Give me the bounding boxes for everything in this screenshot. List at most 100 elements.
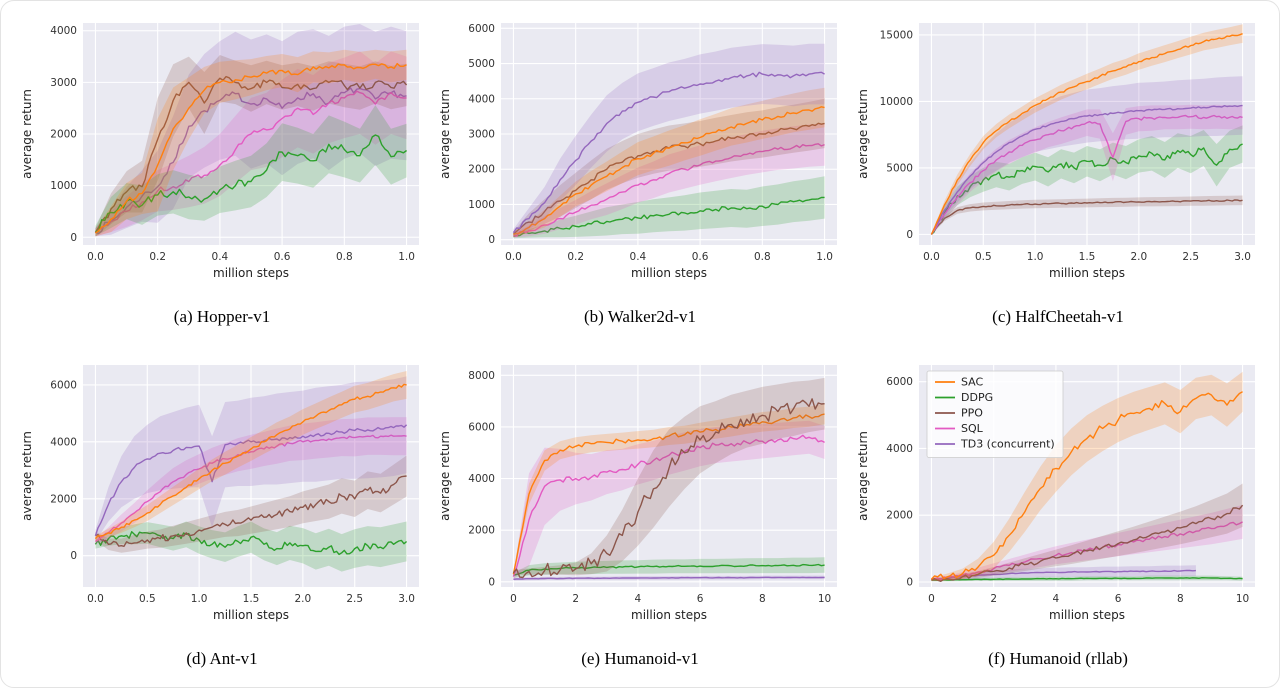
svg-text:0.4: 0.4 bbox=[630, 251, 647, 263]
svg-text:0: 0 bbox=[906, 576, 913, 588]
svg-text:2.0: 2.0 bbox=[295, 593, 312, 605]
svg-text:TD3 (concurrent): TD3 (concurrent) bbox=[960, 438, 1055, 451]
svg-text:million steps: million steps bbox=[213, 608, 289, 622]
svg-text:6: 6 bbox=[1115, 593, 1122, 605]
svg-text:2000: 2000 bbox=[468, 164, 495, 176]
svg-text:2: 2 bbox=[572, 593, 579, 605]
caption-walker2d: (b) Walker2d-v1 bbox=[583, 307, 697, 326]
chart-block-walker2d: 0.0 0.2 0.4 0.6 0.8 1.0 0 1000 2000 3000 4000 5000 6… bbox=[435, 11, 845, 353]
chart-humanoid-v1: 0 2 4 6 8 10 0 2000 4000 6000 8000 million steps ave… bbox=[438, 365, 837, 622]
svg-text:0.2: 0.2 bbox=[567, 251, 584, 263]
svg-text:2: 2 bbox=[990, 593, 997, 605]
svg-text:1.0: 1.0 bbox=[398, 251, 415, 263]
svg-text:1.5: 1.5 bbox=[243, 593, 260, 605]
svg-text:0.5: 0.5 bbox=[139, 593, 156, 605]
svg-text:average return: average return bbox=[856, 431, 870, 521]
chart-block-humanoid-v1: 0 2 4 6 8 10 0 2000 4000 6000 8000 million steps ave… bbox=[435, 353, 845, 687]
svg-text:6000: 6000 bbox=[50, 379, 77, 391]
svg-text:million steps: million steps bbox=[1049, 266, 1125, 280]
svg-text:million steps: million steps bbox=[631, 266, 707, 280]
svg-text:6: 6 bbox=[697, 593, 704, 605]
caption-ant: (d) Ant-v1 bbox=[186, 649, 258, 668]
svg-text:4000: 4000 bbox=[50, 436, 77, 448]
svg-text:DDPG: DDPG bbox=[961, 391, 993, 404]
svg-text:0.0: 0.0 bbox=[87, 251, 104, 263]
svg-text:4: 4 bbox=[1053, 593, 1060, 605]
svg-text:1000: 1000 bbox=[468, 199, 495, 211]
svg-text:6000: 6000 bbox=[468, 23, 495, 35]
svg-text:5000: 5000 bbox=[886, 162, 913, 174]
chart-block-hopper: 0.0 0.2 0.4 0.6 0.8 1.0 0 1000 2000 3000 4000 milli… bbox=[17, 11, 427, 353]
svg-text:10000: 10000 bbox=[880, 96, 913, 108]
caption-halfcheetah: (c) HalfCheetah-v1 bbox=[992, 307, 1124, 326]
svg-text:3.0: 3.0 bbox=[1234, 251, 1251, 263]
svg-text:3000: 3000 bbox=[50, 77, 77, 89]
chart-block-humanoid-rllab: 0 2 4 6 8 10 0 2000 4000 6000 million steps average… bbox=[853, 353, 1263, 687]
caption-hopper: (a) Hopper-v1 bbox=[173, 307, 271, 326]
caption-humanoid-v1: (e) Humanoid-v1 bbox=[581, 649, 699, 668]
svg-text:10: 10 bbox=[818, 593, 831, 605]
chart-walker2d-v1: 0.0 0.2 0.4 0.6 0.8 1.0 0 1000 2000 3000 4000 5000 6… bbox=[438, 23, 837, 280]
svg-text:0.2: 0.2 bbox=[149, 251, 166, 263]
svg-text:15000: 15000 bbox=[880, 29, 913, 41]
svg-text:2000: 2000 bbox=[50, 129, 77, 141]
svg-text:0: 0 bbox=[906, 229, 913, 241]
svg-text:average return: average return bbox=[20, 89, 34, 179]
svg-text:0.0: 0.0 bbox=[923, 251, 940, 263]
svg-text:0.4: 0.4 bbox=[212, 251, 229, 263]
svg-text:million steps: million steps bbox=[213, 266, 289, 280]
svg-text:2.5: 2.5 bbox=[346, 593, 363, 605]
svg-text:average return: average return bbox=[20, 431, 34, 521]
svg-text:average return: average return bbox=[856, 89, 870, 179]
chart-block-ant: 0.0 0.5 1.0 1.5 2.0 2.5 3.0 0 2000 4000 6000 millio… bbox=[17, 353, 427, 687]
svg-text:5000: 5000 bbox=[468, 58, 495, 70]
svg-text:0: 0 bbox=[70, 232, 77, 244]
svg-text:1.5: 1.5 bbox=[1079, 251, 1096, 263]
chart-halfcheetah-v1: 0.0 0.5 1.0 1.5 2.0 2.5 3.0 0 5000 10000 15000 mill… bbox=[856, 23, 1255, 280]
svg-text:1.0: 1.0 bbox=[1027, 251, 1044, 263]
svg-text:0.8: 0.8 bbox=[336, 251, 353, 263]
svg-text:0: 0 bbox=[70, 550, 77, 562]
svg-text:10: 10 bbox=[1236, 593, 1249, 605]
svg-text:8: 8 bbox=[759, 593, 766, 605]
chart-hopper-v1: 0.0 0.2 0.4 0.6 0.8 1.0 0 1000 2000 3000 4000 milli… bbox=[20, 23, 419, 280]
svg-text:3.0: 3.0 bbox=[398, 593, 415, 605]
svg-text:2000: 2000 bbox=[50, 493, 77, 505]
svg-text:4000: 4000 bbox=[886, 443, 913, 455]
svg-text:0: 0 bbox=[488, 234, 495, 246]
svg-text:2000: 2000 bbox=[886, 510, 913, 522]
svg-text:0: 0 bbox=[928, 593, 935, 605]
chart-block-halfcheetah: 0.0 0.5 1.0 1.5 2.0 2.5 3.0 0 5000 10000 15000 mill… bbox=[853, 11, 1263, 353]
svg-text:0.6: 0.6 bbox=[692, 251, 709, 263]
svg-text:6000: 6000 bbox=[468, 421, 495, 433]
caption-humanoid-rllab: (f) Humanoid (rllab) bbox=[988, 649, 1128, 668]
svg-text:2.0: 2.0 bbox=[1131, 251, 1148, 263]
svg-text:4: 4 bbox=[635, 593, 642, 605]
svg-text:4000: 4000 bbox=[468, 473, 495, 485]
svg-text:6000: 6000 bbox=[886, 376, 913, 388]
svg-text:1.0: 1.0 bbox=[191, 593, 208, 605]
svg-text:SAC: SAC bbox=[961, 376, 984, 389]
svg-text:0: 0 bbox=[510, 593, 517, 605]
svg-text:0.5: 0.5 bbox=[975, 251, 992, 263]
svg-text:4000: 4000 bbox=[50, 25, 77, 37]
chart-ant-v1: 0.0 0.5 1.0 1.5 2.0 2.5 3.0 0 2000 4000 6000 millio… bbox=[20, 365, 419, 622]
svg-text:million steps: million steps bbox=[631, 608, 707, 622]
svg-text:0.0: 0.0 bbox=[87, 593, 104, 605]
svg-text:average return: average return bbox=[438, 89, 452, 179]
svg-text:0: 0 bbox=[488, 576, 495, 588]
svg-text:8000: 8000 bbox=[468, 370, 495, 382]
svg-text:PPO: PPO bbox=[961, 407, 983, 420]
svg-text:4000: 4000 bbox=[468, 93, 495, 105]
svg-text:SQL: SQL bbox=[961, 422, 984, 435]
svg-text:1.0: 1.0 bbox=[816, 251, 833, 263]
svg-text:0.0: 0.0 bbox=[505, 251, 522, 263]
svg-text:0.6: 0.6 bbox=[274, 251, 291, 263]
svg-text:8: 8 bbox=[1177, 593, 1184, 605]
svg-text:3000: 3000 bbox=[468, 129, 495, 141]
svg-text:2.5: 2.5 bbox=[1182, 251, 1199, 263]
svg-text:2000: 2000 bbox=[468, 525, 495, 537]
svg-text:1000: 1000 bbox=[50, 180, 77, 192]
